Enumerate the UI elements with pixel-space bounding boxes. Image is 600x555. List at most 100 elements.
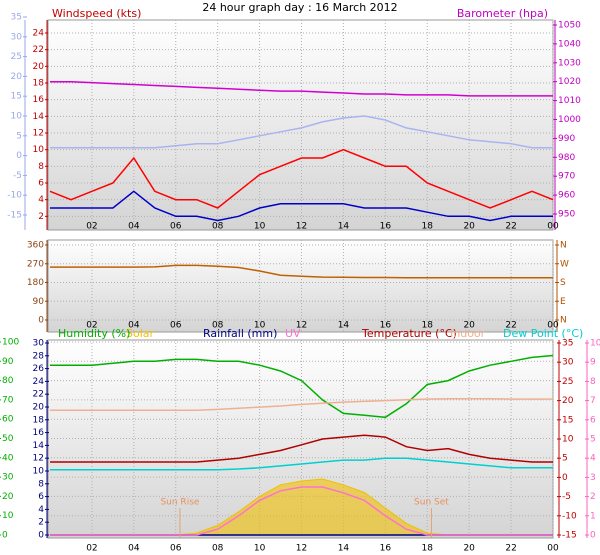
y2-tick-label: 0 [562, 473, 568, 483]
y4-tick-label: 9 [590, 358, 596, 368]
x-tick-label: 20 [463, 222, 475, 232]
y2-tick-label: -15 [562, 531, 577, 541]
y3-tick-label: 8 [38, 479, 44, 489]
y2-tick-label: 1030 [558, 58, 581, 68]
y4-tick-label: 8 [590, 377, 596, 387]
y2-tick-label: N [560, 316, 567, 326]
x-tick-label: 04 [128, 544, 140, 554]
y-tick-label: 70 [2, 395, 14, 405]
y-tick-label: 18 [33, 79, 45, 89]
x-tick-label: 06 [170, 321, 182, 331]
y3-tick-label: 0 [38, 531, 44, 541]
y3-tick-label: 20 [33, 403, 45, 413]
y3-tick-label: 14 [33, 441, 45, 451]
y-tick-label: 14 [33, 112, 45, 122]
y-tick-label: 180 [27, 278, 44, 288]
line [50, 115, 553, 149]
y3-tick-label: 30 [33, 339, 45, 349]
y-tick-label: 6 [38, 179, 44, 189]
y3-tick-label: 28 [33, 351, 45, 361]
y3-tick-label: 25 [11, 52, 22, 62]
legend-entry: Rainfall (mm) [203, 327, 277, 340]
y-tick-label: 4 [38, 195, 44, 205]
y-tick-label: 100 [2, 338, 19, 348]
x-tick-label: 00 [547, 321, 559, 331]
y-tick-label: 0 [2, 531, 8, 541]
y2-tick-label: 1040 [558, 39, 581, 49]
y2-tick-label: 15 [562, 415, 573, 425]
y-tick-label: 10 [2, 511, 14, 521]
line [50, 434, 553, 463]
x-tick-label: 18 [422, 544, 434, 554]
y2-tick-label: 1050 [558, 21, 581, 31]
y3-tick-label: -5 [13, 171, 22, 181]
line [50, 354, 554, 419]
y2-tick-label: 950 [558, 210, 575, 220]
y2-tick-label: 990 [558, 134, 575, 144]
y3-tick-label: 0 [16, 151, 22, 161]
x-tick-label: 16 [380, 544, 392, 554]
y2-tick-label: 35 [562, 339, 573, 349]
x-tick-label: 04 [128, 222, 140, 232]
y2-tick-label: N [560, 241, 567, 251]
line [50, 80, 553, 97]
y-tick-label: 60 [2, 415, 14, 425]
y-tick-label: 90 [2, 357, 14, 367]
y4-tick-label: 0 [590, 531, 596, 541]
chart-title: 24 hour graph day : 16 March 2012 [202, 1, 397, 14]
x-tick-label: 00 [547, 222, 559, 232]
legend-entry: Temperature (°C) [361, 327, 457, 340]
y-tick-label: 8 [38, 162, 44, 172]
y-tick-label: 20 [33, 62, 45, 72]
y-tick-label: 2 [38, 212, 44, 222]
x-tick-label: 14 [338, 321, 350, 331]
y-axis-label: Windspeed (kts) [52, 7, 141, 20]
y-tick-label: 270 [27, 259, 44, 269]
y2-tick-label: S [560, 278, 566, 288]
x-tick-label: 16 [380, 222, 392, 232]
y2-tick-label: 1000 [558, 115, 581, 125]
y-tick-label: 360 [27, 241, 44, 251]
y2-tick-label: -5 [562, 492, 571, 502]
y3-tick-label: 22 [33, 390, 44, 400]
y4-tick-label: 5 [590, 435, 596, 445]
x-tick-label: 22 [505, 321, 516, 331]
y2-tick-label: 970 [558, 172, 575, 182]
y-tick-label: 16 [33, 95, 45, 105]
y-tick-label: 22 [33, 45, 44, 55]
x-tick-label: 20 [463, 321, 475, 331]
x-tick-label: 22 [505, 544, 516, 554]
y3-tick-label: -10 [7, 191, 22, 201]
y3-tick-label: 4 [38, 505, 44, 515]
y-tick-label: 80 [2, 376, 14, 386]
y2-axis-label: Barometer (hpa) [457, 7, 548, 20]
x-tick-label: 22 [505, 222, 516, 232]
y3-tick-label: 26 [33, 364, 45, 374]
y4-tick-label: 4 [590, 454, 596, 464]
x-tick-label: 08 [212, 544, 224, 554]
y-tick-label: 10 [33, 145, 45, 155]
y2-tick-label: 960 [558, 191, 575, 201]
x-tick-label: 16 [380, 321, 392, 331]
y3-tick-label: 10 [33, 467, 45, 477]
panel-direction [47, 239, 554, 333]
y3-tick-label: -15 [7, 211, 22, 221]
legend-entry: Solar [126, 327, 155, 340]
y3-tick-label: 18 [33, 415, 45, 425]
y-tick-label: 24 [33, 29, 45, 39]
y2-tick-label: 1020 [558, 77, 581, 87]
line [50, 264, 553, 279]
line [50, 190, 553, 222]
x-tick-label: 18 [422, 222, 434, 232]
y-tick-label: 50 [2, 434, 14, 444]
line [50, 397, 553, 411]
x-tick-label: 10 [254, 222, 266, 232]
y3-tick-label: 16 [33, 428, 45, 438]
legend-entry: UV [285, 327, 301, 340]
x-tick-label: 10 [254, 321, 266, 331]
x-tick-label: 08 [212, 321, 224, 331]
line [50, 486, 553, 536]
x-tick-label: 08 [212, 222, 224, 232]
y4-tick-label: 2 [590, 492, 596, 502]
